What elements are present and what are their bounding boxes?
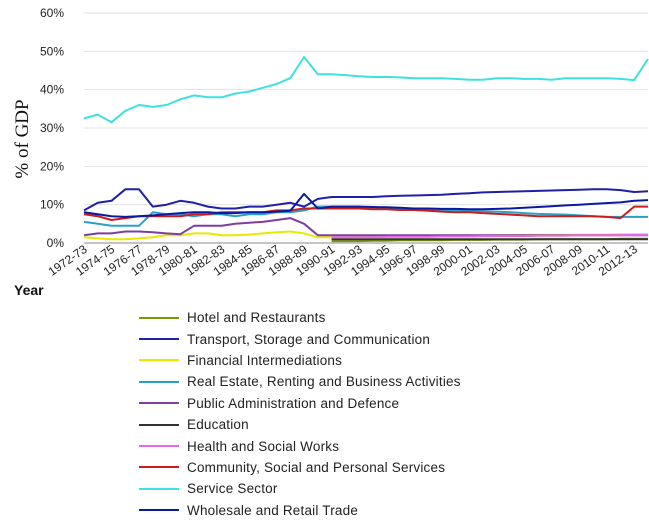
legend-label: Health and Social Works [187,438,340,454]
legend-label: Community, Social and Personal Services [187,459,446,475]
legend-label: Financial Intermediations [187,352,343,368]
legend-item: Public Administration and Defence [139,393,461,414]
legend-swatch [139,466,179,469]
y-axis-ticks: 0% 10% 20% 30% 40% 50% 60% [40,6,64,250]
x-axis-ticks: 1972-731974-751976-771978-791980-811982-… [46,242,641,279]
legend-label: Service Sector [187,481,278,497]
series-line-6 [331,233,648,239]
legend-swatch [139,316,179,319]
legend-swatch [139,380,179,383]
legend-item: Health and Social Works [139,435,461,456]
y-tick-label: 20% [40,159,64,173]
legend-swatch [139,445,179,448]
legend-label: Education [187,417,249,433]
series-line-7 [83,205,648,221]
legend-label: Public Administration and Defence [187,395,400,411]
legend-item: Transport, Storage and Communication [139,328,461,349]
y-tick-label: 30% [40,121,64,135]
legend-label: Hotel and Restaurants [187,310,326,326]
legend-item: Real Estate, Renting and Business Activi… [139,371,461,392]
legend-item: Service Sector [139,478,461,499]
chart-legend: Hotel and Restaurants Transport, Storage … [139,307,461,521]
legend-swatch [139,423,179,426]
y-axis-label: % of GDP [12,99,33,178]
y-tick-label: 50% [40,44,64,58]
y-tick-label: 40% [40,83,64,97]
legend-item: Hotel and Restaurants [139,307,461,328]
legend-swatch [139,509,179,512]
legend-swatch [139,338,179,341]
series-line-4 [83,217,648,237]
series-lines [83,56,649,243]
legend-item: Financial Intermediations [139,350,461,371]
y-tick-label: 60% [40,6,64,20]
legend-label: Real Estate, Renting and Business Activi… [187,374,461,390]
series-line-9 [83,192,649,218]
legend-label: Wholesale and Retail Trade [187,502,359,518]
legend-item: Community, Social and Personal Services [139,457,461,478]
series-line-1 [83,188,649,212]
gridlines [84,12,648,206]
legend-item: Education [139,414,461,435]
legend-swatch [139,402,179,405]
legend-swatch [139,359,179,362]
legend-swatch [139,487,179,490]
legend-item: Wholesale and Retail Trade [139,500,461,521]
series-line-8 [83,56,649,124]
line-chart: 0% 10% 20% 30% 40% 50% 60% 1972-731974-751976-… [12,6,649,298]
y-tick-label: 0% [47,236,65,250]
legend-label: Transport, Storage and Communication [187,331,431,347]
x-axis-label: Year [14,282,44,298]
y-tick-label: 10% [40,198,64,212]
